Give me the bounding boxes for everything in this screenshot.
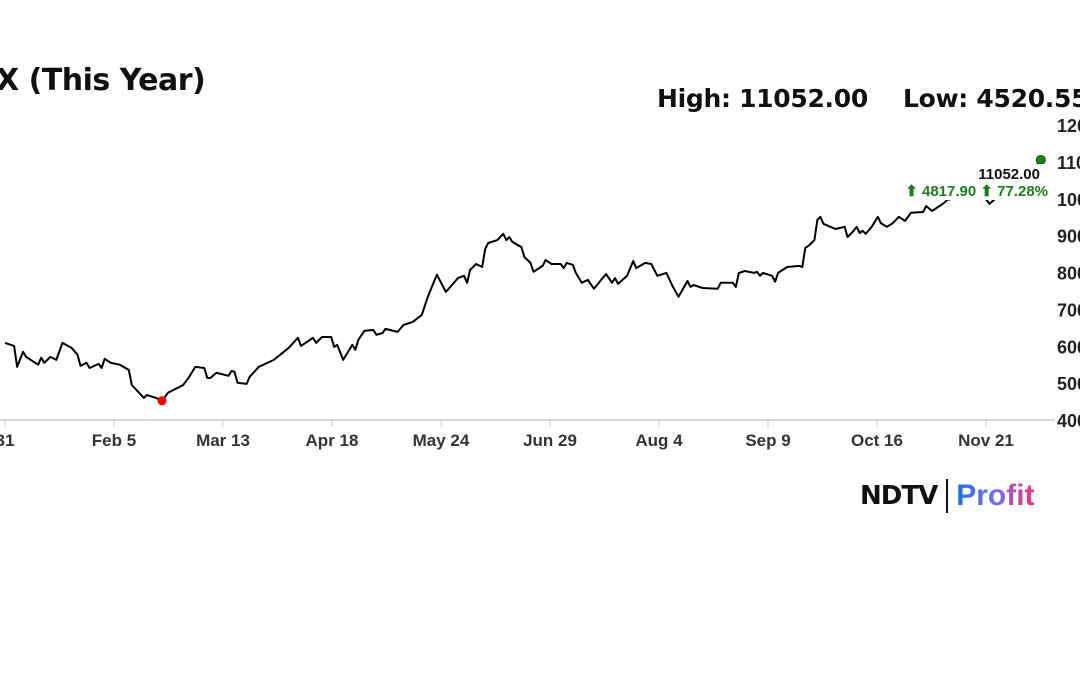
last-value-label: 11052.00 [978,166,1040,183]
x-tick-label: 31 [0,431,14,450]
x-tick-label: Mar 13 [196,431,250,450]
x-tick-label: Oct 16 [851,431,903,450]
price-line-chart: 31 Feb 5 Mar 13 Apr 18 May 24 Jun 29 Aug 4 Sep … [0,116,1080,450]
x-tick-label: Jun 29 [523,431,577,450]
logo-divider [946,479,949,513]
x-tick-label: Apr 18 [306,431,359,450]
high-label: High: 11052.00 [657,84,868,113]
y-tick-label: 8000 [1057,264,1080,284]
y-tick-label: 6000 [1057,337,1080,357]
x-tick-label: Sep 9 [745,431,790,450]
x-tick-label: Aug 4 [635,431,683,450]
x-tick-label: May 24 [413,431,470,450]
low-label: Low: 4520.55 [903,84,1080,113]
high-marker [1035,154,1046,165]
x-tick-label: Feb 5 [92,431,136,450]
y-tick-label: 10000 [1057,190,1080,210]
y-tick-label: 12000 [1057,116,1080,136]
low-marker [157,396,167,406]
x-tick-label: Nov 21 [958,431,1014,450]
y-tick-label: 4000 [1057,411,1080,431]
label-background [880,164,1050,200]
change-label: ⬆ 4817.90 ⬆ 77.28% [905,183,1048,200]
ndtv-profit-logo: NDTV Profit [860,476,1035,516]
price-line [4,159,1042,402]
y-tick-label: 9000 [1057,227,1080,247]
y-tick-label: 11000 [1057,153,1080,173]
logo-product: Profit [956,479,1035,512]
y-tick-label: 5000 [1057,374,1080,394]
y-tick-label: 7000 [1057,300,1080,320]
chart-title: X (This Year) [0,63,206,98]
logo-brand: NDTV [860,481,938,511]
